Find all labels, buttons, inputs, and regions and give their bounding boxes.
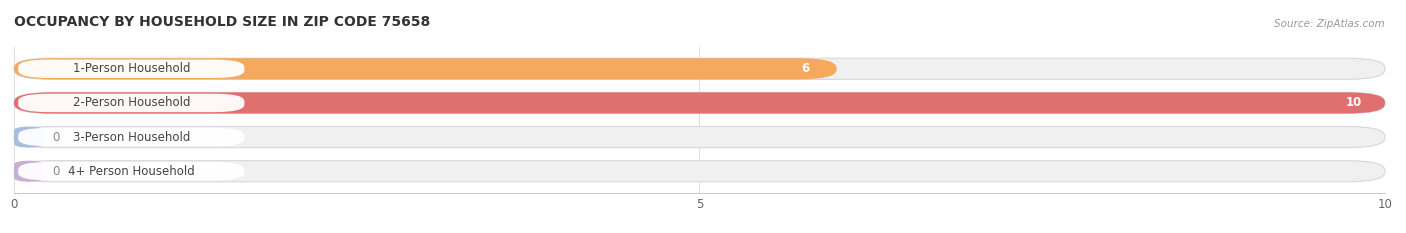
FancyBboxPatch shape	[14, 92, 1385, 113]
Text: 6: 6	[801, 62, 810, 75]
Text: 10: 10	[1346, 96, 1362, 110]
FancyBboxPatch shape	[14, 58, 837, 79]
Text: OCCUPANCY BY HOUSEHOLD SIZE IN ZIP CODE 75658: OCCUPANCY BY HOUSEHOLD SIZE IN ZIP CODE …	[14, 15, 430, 29]
FancyBboxPatch shape	[14, 58, 1385, 79]
Text: 4+ Person Household: 4+ Person Household	[67, 165, 194, 178]
FancyBboxPatch shape	[18, 162, 245, 180]
Text: 0: 0	[52, 130, 60, 144]
Text: 0: 0	[52, 165, 60, 178]
FancyBboxPatch shape	[14, 127, 1385, 148]
Text: 2-Person Household: 2-Person Household	[73, 96, 190, 110]
FancyBboxPatch shape	[14, 127, 44, 148]
FancyBboxPatch shape	[782, 60, 830, 78]
Text: Source: ZipAtlas.com: Source: ZipAtlas.com	[1274, 19, 1385, 29]
FancyBboxPatch shape	[14, 161, 44, 182]
Text: 1-Person Household: 1-Person Household	[73, 62, 190, 75]
FancyBboxPatch shape	[1330, 94, 1378, 112]
FancyBboxPatch shape	[14, 92, 1385, 113]
FancyBboxPatch shape	[18, 94, 245, 112]
FancyBboxPatch shape	[14, 161, 1385, 182]
Text: 3-Person Household: 3-Person Household	[73, 130, 190, 144]
FancyBboxPatch shape	[18, 128, 245, 146]
FancyBboxPatch shape	[18, 60, 245, 78]
